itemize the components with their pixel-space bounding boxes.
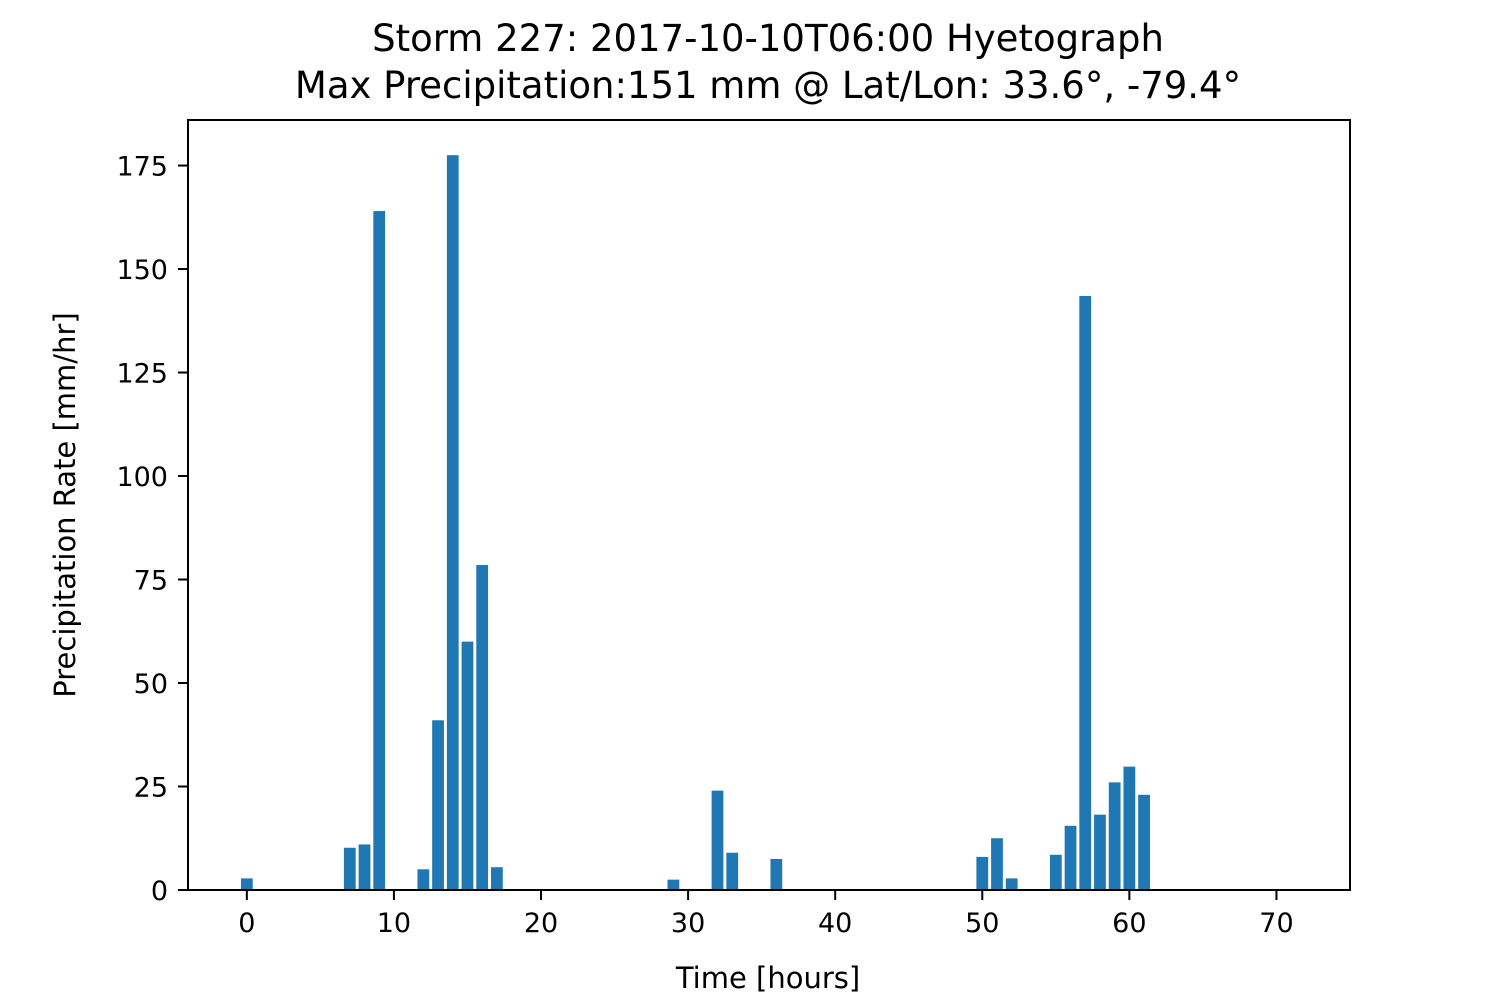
y-tick-label: 50 [134,669,168,700]
y-axis-ticks: 0 25 50 75 100 125 150 175 [116,152,188,907]
bar-hour-51 [991,838,1003,890]
bar-hour-9 [373,211,386,891]
bar-hour-50 [976,856,989,890]
y-tick-label: 25 [134,773,168,804]
y-tick-label: 0 [151,876,168,907]
bar-hour-16 [476,565,489,890]
bar-hour-56 [1064,825,1077,890]
x-tick-label: 40 [818,908,852,939]
bar-hour-52 [1005,878,1018,890]
y-tick-label: 125 [116,359,168,390]
x-axis-label: Time [hours] [675,961,860,995]
bar-hour-60 [1123,766,1136,890]
x-axis-ticks: 0 10 20 30 40 50 60 70 [238,890,1294,939]
x-tick-label: 10 [377,908,411,939]
y-tick-label: 100 [116,462,168,493]
y-tick-label: 150 [116,255,168,286]
bar-hour-33 [726,852,739,890]
bar-hour-36 [770,858,783,890]
bar-hour-57 [1079,295,1092,890]
x-tick-label: 50 [965,908,999,939]
bar-hour-13 [432,720,444,890]
x-tick-label: 20 [524,908,558,939]
y-tick-label: 175 [116,152,168,183]
chart-title: Storm 227: 2017-10-10T06:00 Hyetograph [372,17,1164,60]
plot-frame [187,119,1351,891]
bar-hour-8 [358,844,371,890]
bar-hour-7 [343,847,356,890]
bar-hour-32 [711,790,724,890]
bar-hour-12 [417,869,430,890]
y-tick-label: 75 [134,566,168,597]
x-tick-label: 70 [1259,908,1293,939]
bars-group [240,155,1150,891]
y-axis-label: Precipitation Rate [mm/hr] [48,312,82,697]
bar-hour-29 [667,879,680,890]
bar-hour-55 [1049,854,1062,890]
bar-hour-15 [461,641,474,890]
x-tick-label: 30 [671,908,705,939]
bar-hour-59 [1108,782,1121,890]
bar-hour-14 [446,155,459,890]
bar-hour-61 [1138,794,1150,890]
bar-hour-17 [491,867,503,890]
bar-hour-58 [1094,814,1106,890]
x-tick-label: 0 [238,908,255,939]
x-tick-label: 60 [1112,908,1146,939]
chart-subtitle: Max Precipitation:151 mm @ Lat/Lon: 33.6… [295,64,1241,107]
bar-hour-0 [240,878,253,890]
